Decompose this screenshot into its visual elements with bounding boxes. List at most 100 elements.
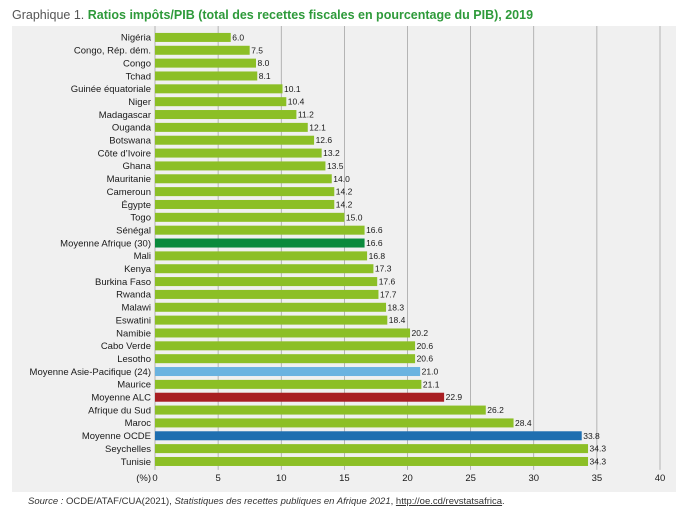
value-label: 10.1 xyxy=(284,84,301,94)
category-label: Nigéria xyxy=(121,33,152,44)
category-label: Malawi xyxy=(121,303,151,314)
bar xyxy=(155,341,416,351)
bar xyxy=(155,302,387,312)
value-label: 12.1 xyxy=(309,122,326,132)
x-tick-label: 15 xyxy=(339,473,350,484)
category-label: Ghana xyxy=(122,161,151,172)
chart-title-lead: Graphique 1. xyxy=(12,8,85,22)
category-label: Côte d’Ivoire xyxy=(98,148,151,159)
bar xyxy=(155,379,422,389)
bar-chart: Nigéria 6.0 Congo, Rép. dém. 7.5 Congo 8.0 Tch… xyxy=(30,26,666,484)
category-label: Mali xyxy=(134,251,151,262)
bar xyxy=(155,135,315,145)
value-label: 17.3 xyxy=(375,264,392,274)
bar xyxy=(155,32,231,42)
source-separator: , xyxy=(390,496,396,507)
bar xyxy=(155,187,335,197)
category-label: Eswatini xyxy=(116,315,151,326)
source-link[interactable]: http://oe.cd/revstatsafrica xyxy=(395,496,503,507)
category-label: Congo, Rép. dém. xyxy=(74,46,151,57)
bar xyxy=(155,84,283,94)
bar xyxy=(155,71,258,81)
category-label: Tchad xyxy=(126,71,151,82)
source-prefix: Source : xyxy=(28,496,67,507)
bar xyxy=(155,289,379,299)
value-label: 14.0 xyxy=(333,174,350,184)
category-label: Togo xyxy=(130,213,151,224)
category-label: Tunisie xyxy=(121,457,151,468)
category-label: Égypte xyxy=(121,200,151,211)
x-tick-label: 40 xyxy=(655,473,666,484)
bar xyxy=(155,225,365,235)
value-label: 14.2 xyxy=(336,187,353,197)
value-label: 16.6 xyxy=(366,238,383,248)
category-label: Congo xyxy=(123,58,151,69)
bar xyxy=(155,418,514,428)
bar xyxy=(155,110,297,120)
value-label: 13.5 xyxy=(327,161,344,171)
bar xyxy=(155,277,378,287)
source-publication: Statistiques des recettes publiques en A… xyxy=(174,496,391,507)
source-end: . xyxy=(502,496,505,507)
value-label: 20.6 xyxy=(417,354,434,364)
value-label: 14.2 xyxy=(336,199,353,209)
category-label: Moyenne Afrique (30) xyxy=(60,238,151,249)
category-label: Sénégal xyxy=(116,225,151,236)
category-label: Namibie xyxy=(116,328,151,339)
value-label: 16.6 xyxy=(366,225,383,235)
value-label: 16.8 xyxy=(369,251,386,261)
chart-title: Graphique 1. Ratios impôts/PIB (total de… xyxy=(12,8,533,22)
value-label: 17.6 xyxy=(379,277,396,287)
x-axis-label: (%) xyxy=(136,473,151,484)
value-label: 18.3 xyxy=(388,302,405,312)
bar xyxy=(155,148,322,158)
x-tick-label: 25 xyxy=(465,473,476,484)
x-tick-label: 5 xyxy=(215,473,220,484)
category-label: Moyenne OCDE xyxy=(82,431,151,442)
bar xyxy=(155,456,589,466)
bar xyxy=(155,58,256,68)
bar xyxy=(155,161,326,171)
value-label: 12.6 xyxy=(316,135,333,145)
bar xyxy=(155,174,332,184)
x-tick-label: 10 xyxy=(276,473,287,484)
value-label: 8.0 xyxy=(258,58,270,68)
bar xyxy=(155,199,335,209)
bar xyxy=(155,315,388,325)
category-label: Maurice xyxy=(117,380,151,391)
category-label: Seychelles xyxy=(105,444,151,455)
bar xyxy=(155,251,368,261)
bar xyxy=(155,45,250,55)
value-label: 21.1 xyxy=(423,379,440,389)
bar xyxy=(155,97,287,107)
category-label: Botswana xyxy=(109,136,151,147)
category-label: Burkina Faso xyxy=(95,277,151,288)
category-label: Afrique du Sud xyxy=(88,405,151,416)
category-label: Moyenne Asie-Pacifique (24) xyxy=(30,367,151,378)
value-label: 15.0 xyxy=(346,212,363,222)
category-label: Lesotho xyxy=(117,354,151,365)
value-label: 34.3 xyxy=(590,444,607,454)
value-label: 17.7 xyxy=(380,289,397,299)
chart-panel: Nigéria 6.0 Congo, Rép. dém. 7.5 Congo 8.0 Tch… xyxy=(12,26,676,492)
value-label: 34.3 xyxy=(590,456,607,466)
value-label: 11.2 xyxy=(298,110,314,120)
x-tick-label: 35 xyxy=(592,473,603,484)
bar xyxy=(155,212,345,222)
source-note: Source : OCDE/ATAF/CUA(2021), Statistiqu… xyxy=(28,496,505,507)
value-label: 28.4 xyxy=(515,418,532,428)
value-label: 22.9 xyxy=(446,392,463,402)
value-label: 6.0 xyxy=(232,32,244,42)
category-label: Kenya xyxy=(124,264,152,275)
chart-title-main: Ratios impôts/PIB (total des recettes fi… xyxy=(87,8,534,22)
category-label: Ouganda xyxy=(112,123,152,134)
category-label: Guinée équatoriale xyxy=(71,84,151,95)
category-label: Maroc xyxy=(125,418,152,429)
value-label: 8.1 xyxy=(259,71,271,81)
x-tick-label: 20 xyxy=(402,473,413,484)
bar xyxy=(155,354,416,364)
bar xyxy=(155,405,486,415)
bar xyxy=(155,392,445,402)
value-label: 26.2 xyxy=(487,405,504,415)
value-label: 13.2 xyxy=(323,148,340,158)
